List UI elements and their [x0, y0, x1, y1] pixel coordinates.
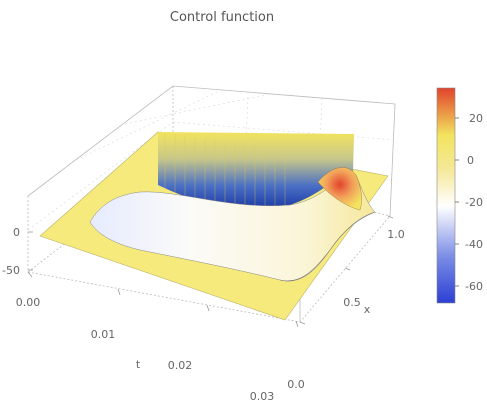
t-tick-label: 0.03	[250, 390, 275, 403]
colorbar-tick-label: 20	[469, 112, 483, 125]
colorbar-tick-label: 0	[467, 154, 474, 167]
colorbar-legend: 20 0 -20 -40 -60	[437, 88, 483, 303]
x-tick-label: 1.0	[387, 228, 405, 241]
colorbar-tick-label: -60	[465, 280, 483, 293]
t-tick-label: 0.02	[168, 359, 193, 372]
colorbar-tick-label: -40	[465, 238, 483, 251]
z-tick-label: -50	[2, 264, 20, 277]
z-axis-ticks	[28, 232, 33, 270]
t-tick-label: 0.01	[91, 328, 116, 341]
x-tick-label: 0.5	[343, 296, 361, 309]
x-axis-label: x	[364, 303, 371, 316]
x-tick-label: 0.0	[287, 378, 305, 391]
t-axis-label: t	[136, 358, 141, 371]
t-tick-label: 0.00	[16, 296, 41, 309]
colorbar	[437, 88, 455, 303]
chart-title: Control function	[170, 10, 274, 25]
colorbar-tick-label: -20	[465, 196, 483, 209]
z-tick-label: 0	[13, 226, 20, 239]
